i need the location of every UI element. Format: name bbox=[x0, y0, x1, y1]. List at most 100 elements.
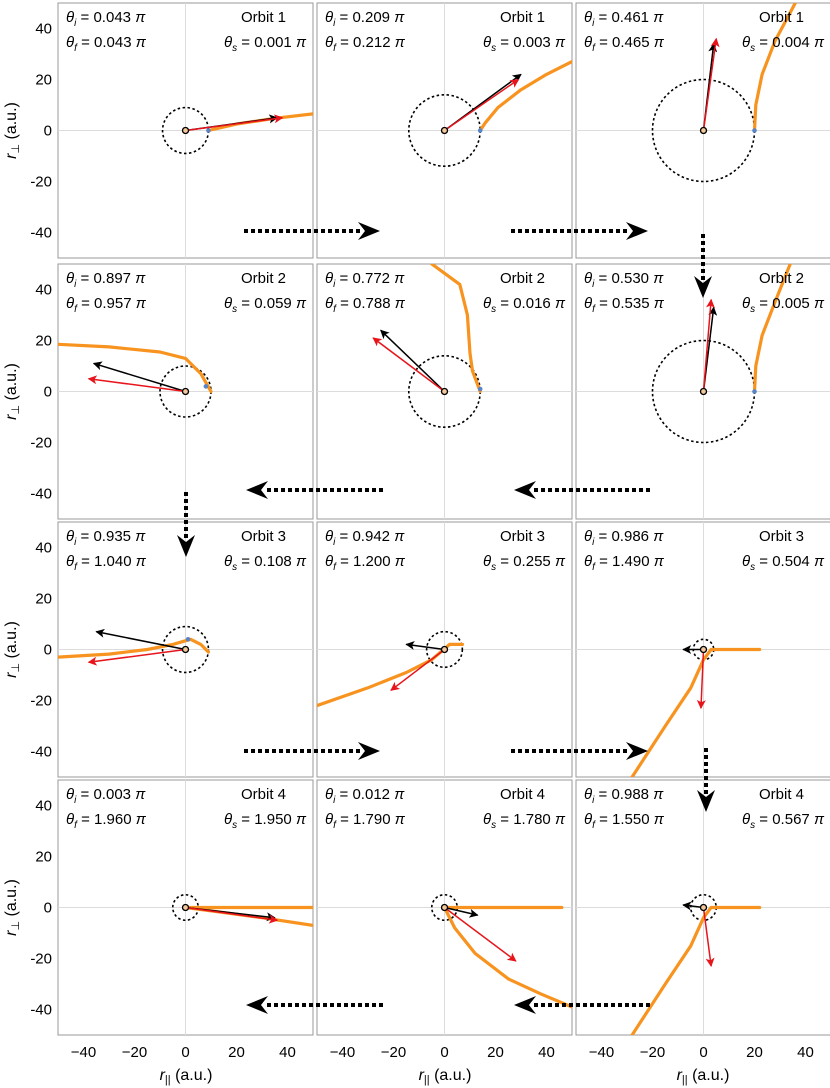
plot-area bbox=[317, 630, 464, 708]
theta-i-label: θi = 0.461 π bbox=[584, 9, 664, 29]
y-tick-label: -40 bbox=[30, 225, 52, 242]
plot-area bbox=[651, 3, 797, 183]
plot-area bbox=[430, 893, 572, 1009]
theta-s-label: θs = 1.950 π bbox=[224, 811, 307, 831]
x-axis-label-3: r|| (a.u.) bbox=[677, 1067, 730, 1086]
y-tick-label: -20 bbox=[30, 174, 52, 191]
orbit-label: Orbit 1 bbox=[241, 9, 286, 26]
x-tick-label: −20 bbox=[122, 1044, 147, 1061]
y-tick-label: -40 bbox=[30, 744, 52, 761]
trajectory-2 bbox=[442, 905, 572, 1009]
origin-marker bbox=[181, 903, 190, 912]
panel-4: θi = 0.897 π θf = 0.957 π θs = 0.059 π Orbi… bbox=[57, 263, 314, 520]
theta-i-label: θi = 0.530 π bbox=[584, 270, 664, 290]
flow-arrow-8-head bbox=[626, 742, 648, 760]
flow-arrow-10-head bbox=[246, 996, 268, 1014]
x-axis-label-2: r|| (a.u.) bbox=[419, 1067, 472, 1086]
dotted-circle bbox=[425, 630, 464, 669]
theta-i-label: θi = 0.942 π bbox=[325, 528, 405, 548]
theta-f-label: θf = 1.960 π bbox=[66, 811, 147, 831]
trajectory-1 bbox=[630, 905, 762, 1035]
flow-arrow-2-head bbox=[626, 222, 648, 240]
plot-area bbox=[58, 625, 210, 674]
blue-marker bbox=[185, 637, 191, 642]
y-tick-label: 40 bbox=[35, 282, 52, 299]
red-arrow bbox=[87, 648, 186, 666]
red-arrow bbox=[696, 649, 706, 710]
red-arrow bbox=[444, 78, 520, 132]
black-arrow bbox=[380, 329, 446, 393]
flow-arrow-9-head bbox=[697, 790, 715, 812]
theta-s-label: θs = 0.005 π bbox=[742, 295, 825, 315]
y-tick-label: -20 bbox=[30, 951, 52, 968]
orbit-label: Orbit 2 bbox=[241, 270, 286, 287]
theta-f-label: θf = 0.957 π bbox=[66, 295, 147, 315]
red-arrow bbox=[87, 375, 186, 393]
plot-area bbox=[630, 638, 762, 777]
theta-f-label: θf = 0.212 π bbox=[325, 34, 406, 54]
x-tick-label: 40 bbox=[538, 1044, 555, 1061]
origin-marker bbox=[440, 387, 449, 396]
plot-area bbox=[161, 106, 313, 155]
theta-f-label: θf = 0.788 π bbox=[325, 295, 406, 315]
theta-i-label: θi = 0.935 π bbox=[66, 528, 146, 548]
orbit-label: Orbit 4 bbox=[241, 786, 286, 803]
flow-arrow-11-head bbox=[514, 996, 536, 1014]
red-arrow bbox=[185, 114, 284, 132]
theta-i-label: θi = 0.209 π bbox=[325, 9, 405, 29]
orbit-label: Orbit 4 bbox=[759, 786, 804, 803]
x-tick-label: −20 bbox=[381, 1044, 406, 1061]
plot-area bbox=[171, 893, 313, 927]
flow-arrow-4-head bbox=[246, 481, 268, 499]
x-tick-label: −20 bbox=[640, 1044, 665, 1061]
y-tick-label: -40 bbox=[30, 1002, 52, 1019]
theta-s-label: θs = 0.001 π bbox=[224, 34, 307, 54]
red-arrow bbox=[702, 907, 715, 968]
panel-12: θi = 0.988 π θf = 1.550 π θs = 0.567 π Orbi… bbox=[575, 779, 830, 1036]
y-axis-label: r⊥ (a.u.) bbox=[3, 879, 22, 936]
trajectory-1 bbox=[752, 264, 792, 394]
trajectory-1 bbox=[752, 3, 797, 133]
theta-f-label: θf = 1.790 π bbox=[325, 811, 406, 831]
red-arrow bbox=[444, 906, 517, 962]
red-arrow bbox=[702, 298, 715, 392]
red-arrow bbox=[372, 337, 445, 393]
blue-marker bbox=[752, 389, 757, 394]
red-arrow bbox=[390, 648, 445, 691]
theta-s-label: θs = 0.059 π bbox=[224, 295, 307, 315]
origin-marker bbox=[440, 903, 449, 912]
theta-f-label: θf = 0.465 π bbox=[584, 34, 665, 54]
flow-arrow-5-head bbox=[514, 481, 536, 499]
theta-s-label: θs = 1.780 π bbox=[483, 811, 566, 831]
y-axis-label: r⊥ (a.u.) bbox=[3, 621, 22, 678]
panel-3: θi = 0.461 π θf = 0.465 π θs = 0.004 π Orbi… bbox=[575, 2, 830, 259]
plot-area bbox=[651, 264, 792, 444]
y-axis-label: r⊥ (a.u.) bbox=[3, 363, 22, 420]
trajectory-1 bbox=[58, 342, 213, 394]
x-tick-label: −40 bbox=[330, 1044, 355, 1061]
y-tick-label: 40 bbox=[35, 540, 52, 557]
plot-area bbox=[630, 893, 762, 1035]
theta-i-label: θi = 0.772 π bbox=[325, 270, 405, 290]
x-tick-label: −40 bbox=[71, 1044, 96, 1061]
y-tick-label: 0 bbox=[44, 900, 52, 917]
orbit-label: Orbit 4 bbox=[500, 786, 545, 803]
panel-11: θi = 0.012 π θf = 1.790 π θs = 1.780 π Orbi… bbox=[316, 779, 573, 1036]
flow-arrow-3-head bbox=[694, 276, 712, 298]
trajectory-1 bbox=[317, 642, 464, 708]
panel-10: θi = 0.003 π θf = 1.960 π θs = 1.950 π Orbi… bbox=[57, 779, 314, 1036]
red-arrow bbox=[185, 906, 279, 924]
flow-arrow-7-head bbox=[358, 742, 380, 760]
theta-s-label: θs = 0.016 π bbox=[483, 295, 566, 315]
trajectory-1 bbox=[478, 60, 572, 133]
trajectory-1 bbox=[430, 264, 482, 394]
y-axis-label: r⊥ (a.u.) bbox=[3, 102, 22, 159]
y-tick-label: 20 bbox=[35, 591, 52, 608]
y-tick-label: 0 bbox=[44, 384, 52, 401]
y-tick-label: 20 bbox=[35, 72, 52, 89]
x-tick-label: 20 bbox=[228, 1044, 245, 1061]
theta-s-label: θs = 0.003 π bbox=[483, 34, 566, 54]
theta-s-label: θs = 0.567 π bbox=[742, 811, 825, 831]
panel-5: θi = 0.772 π θf = 0.788 π θs = 0.016 π Orbi… bbox=[316, 263, 573, 520]
x-tick-label: 20 bbox=[746, 1044, 763, 1061]
